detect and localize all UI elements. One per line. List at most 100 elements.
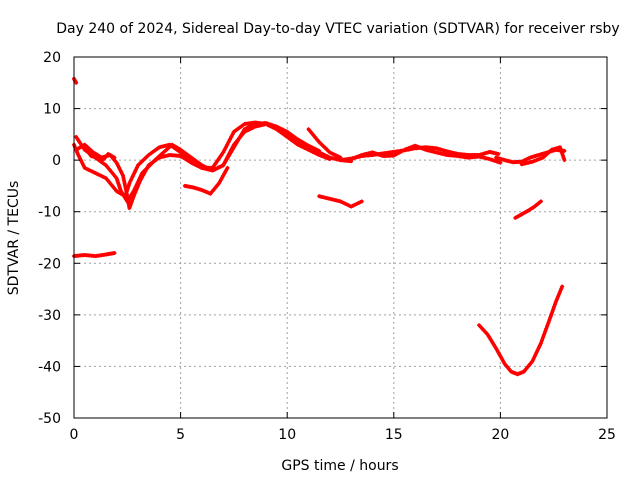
y-axis-label: SDTVAR / TECUs [6,181,22,296]
data-point [130,174,135,179]
data-point [133,167,138,172]
data-point [553,300,558,304]
data-point [112,251,117,255]
y-tick-label: -40 [38,359,61,375]
series-deep-dip [477,284,565,377]
data-point [124,189,129,194]
data-point [131,172,136,177]
data-point [225,165,230,170]
x-tick-label: 5 [176,427,185,443]
data-point [538,200,543,204]
data-point [541,335,545,340]
y-tick-label: 20 [43,50,61,66]
data-point [128,179,133,184]
data-point [132,192,137,197]
series-arc-d [82,145,117,162]
data-point [229,147,234,152]
series-late-hump [306,127,343,160]
data-point [544,326,549,331]
data-point [129,176,134,181]
series-arc-a [72,120,332,199]
data-point [498,160,503,165]
data-point [132,170,137,175]
data-point [223,145,228,150]
data-point [531,357,536,361]
data-point [538,341,543,346]
data-point [530,359,535,364]
y-tick-label: -10 [38,205,61,221]
data-point [556,294,561,299]
data-point [557,290,562,295]
data-point [223,158,228,163]
y-tick-labels: -50 -40 -30 -20 -10 0 10 20 [38,50,61,427]
data-point [549,313,553,318]
series-mid-bump [178,153,196,163]
y-tick-label: -30 [38,308,61,324]
data-point [543,329,548,334]
data-point [222,147,227,152]
data-point [545,323,550,328]
chart-title: Day 240 of 2024, Sidereal Day-to-day VTE… [56,21,619,37]
data-point [562,158,567,163]
data-point [122,181,127,186]
series-spike [72,76,79,85]
data-point [112,155,117,160]
data-point [552,304,557,309]
x-tick-label: 0 [70,427,79,443]
data-point [225,142,230,147]
data-point [135,184,140,189]
data-point [560,284,565,289]
data-point [229,134,234,139]
data-point [555,296,560,301]
data-point [559,286,564,291]
y-tick-label: 10 [43,102,61,118]
data-point [222,160,227,165]
data-point [540,338,544,343]
data-point [551,306,556,311]
series-flat-2 [349,143,503,165]
data-point [133,190,138,195]
series-late-flat-2 [519,145,567,167]
data-point [230,145,235,150]
data-point [538,199,543,204]
data-point [227,150,232,155]
series-low-start [72,251,117,259]
data-point [550,309,555,313]
data-point [121,173,125,178]
data-point [134,165,139,170]
data-point [496,152,501,156]
y-tick-label: -20 [38,256,61,272]
x-axis-label: GPS time / hours [281,458,398,474]
data-point [191,158,196,163]
series-band [477,284,564,376]
data-point [225,155,230,160]
data-point [134,188,139,193]
tick-marks [73,56,608,419]
y-tick-label: 0 [52,153,61,169]
data-point [226,140,231,145]
series-late-small [513,199,543,220]
data-point [553,302,557,307]
data-point [137,180,142,185]
x-tick-label: 20 [491,427,509,443]
data-point [546,320,551,325]
data-point [557,292,561,297]
x-tick-labels: 0 5 10 15 20 25 [70,427,616,443]
data-point [221,150,226,155]
data-point [131,194,136,199]
data-point [554,298,559,302]
x-tick-label: 15 [385,427,403,443]
data-series [72,76,567,377]
data-point [127,181,132,186]
data-point [534,350,539,355]
data-point [548,315,553,320]
data-point [134,186,139,191]
plot-frame [73,56,608,419]
x-tick-label: 10 [278,427,296,443]
data-point [317,148,322,153]
data-point [227,137,232,142]
grid [74,57,607,418]
data-point [230,132,235,137]
data-point [535,348,540,352]
